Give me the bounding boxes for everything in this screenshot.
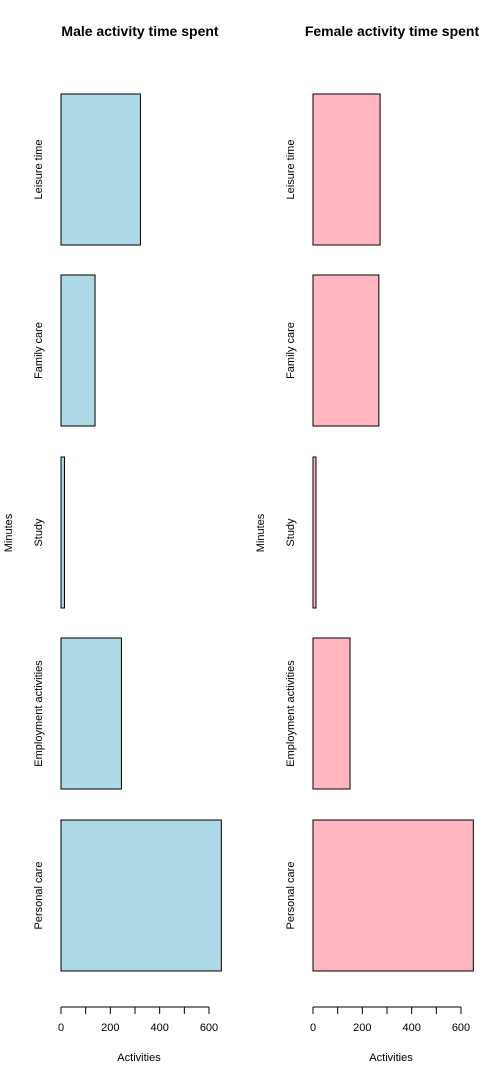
male-x-axis-label: Activities — [117, 1052, 161, 1064]
female-category-label-2: Study — [285, 518, 297, 547]
female-category-label-3: Family care — [285, 322, 297, 379]
female-bar-0 — [312, 819, 474, 972]
male-y-axis-label: Minutes — [3, 513, 15, 552]
male-x-tick-label-2: 200 — [101, 1022, 119, 1034]
female-category-label-1: Employment activities — [285, 660, 297, 767]
female-category-label-4: Leisure time — [285, 140, 297, 200]
male-x-tick-label-6: 600 — [200, 1022, 218, 1034]
male-category-label-2: Study — [33, 518, 45, 547]
female-bar-4 — [312, 93, 381, 246]
male-category-label-4: Leisure time — [33, 140, 45, 200]
female-y-axis-label: Minutes — [255, 513, 267, 552]
male-bar-1 — [60, 637, 122, 790]
female-x-tick-label-0: 0 — [310, 1022, 316, 1034]
female-bar-2 — [312, 456, 317, 609]
female-x-tick-label-2: 200 — [353, 1022, 371, 1034]
female-chart-title: Female activity time spent — [305, 23, 480, 39]
male-category-label-0: Personal care — [33, 862, 45, 930]
male-x-tick-label-0: 0 — [58, 1022, 64, 1034]
male-bar-0 — [60, 819, 222, 972]
male-bar-4 — [60, 93, 141, 246]
male-category-label-1: Employment activities — [33, 660, 45, 767]
male-bar-2 — [60, 456, 65, 609]
female-x-tick-label-4: 400 — [402, 1022, 420, 1034]
female-bar-1 — [312, 637, 351, 790]
female-x-axis-label: Activities — [369, 1052, 413, 1064]
male-x-tick-label-4: 400 — [150, 1022, 168, 1034]
female-x-tick-label-6: 600 — [452, 1022, 470, 1034]
female-category-label-0: Personal care — [285, 862, 297, 930]
male-bar-3 — [60, 274, 96, 427]
male-chart-title: Male activity time spent — [61, 23, 219, 39]
male-category-label-3: Family care — [33, 322, 45, 379]
female-bar-3 — [312, 274, 380, 427]
